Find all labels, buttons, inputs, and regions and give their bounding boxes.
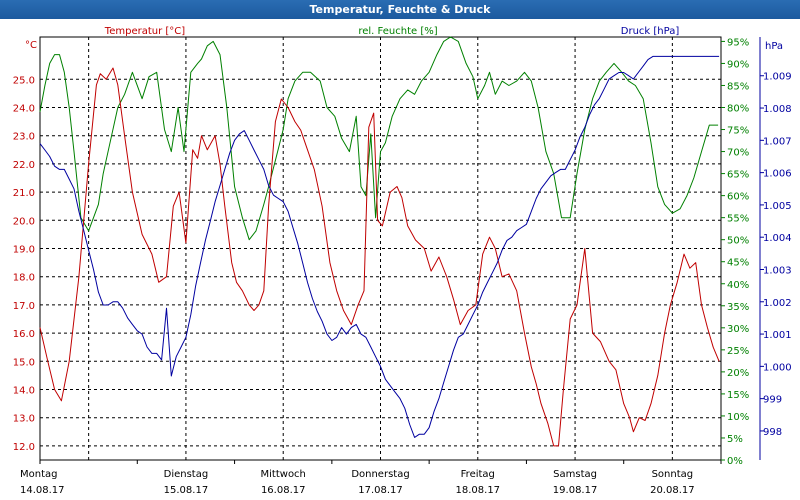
pressure-tick-label: 1.004 <box>763 233 792 244</box>
temperature-tick-label: 21.0 <box>13 188 35 199</box>
temperature-tick-label: 19.0 <box>13 245 35 256</box>
pressure-unit-label: hPa <box>765 41 783 52</box>
temperature-axis-label: Temperatur [°C] <box>104 26 185 37</box>
humidity-tick-label: 25% <box>727 346 749 357</box>
x-tick-day-label: Montag <box>20 469 57 480</box>
pressure-axis-label: Druck [hPa] <box>621 26 680 37</box>
x-tick-date-label: 17.08.17 <box>358 485 403 496</box>
x-tick-date-label: 18.08.17 <box>456 485 501 496</box>
temperature-tick-label: 20.0 <box>13 216 35 227</box>
humidity-tick-label: 45% <box>727 258 749 269</box>
temperature-tick-label: 24.0 <box>13 104 35 115</box>
pressure-tick-label: 1.008 <box>763 104 792 115</box>
humidity-tick-label: 15% <box>727 390 749 401</box>
x-tick-day-label: Samstag <box>553 469 597 480</box>
temperature-unit-label: °C <box>25 40 37 51</box>
pressure-tick-label: 999 <box>763 395 782 406</box>
humidity-axis-label: rel. Feuchte [%] <box>358 26 437 37</box>
temperature-series-line <box>39 67 720 447</box>
humidity-tick-label: 90% <box>727 59 749 70</box>
temperature-tick-label: 14.0 <box>13 386 35 397</box>
pressure-tick-label: 1.002 <box>763 298 792 309</box>
temperature-tick-label: 22.0 <box>13 160 35 171</box>
temperature-tick-label: 17.0 <box>13 301 35 312</box>
x-tick-date-label: 16.08.17 <box>261 485 306 496</box>
humidity-tick-label: 75% <box>727 126 749 137</box>
humidity-tick-label: 0% <box>727 456 743 467</box>
humidity-tick-label: 70% <box>727 148 749 159</box>
x-tick-day-label: Dienstag <box>164 469 209 480</box>
pressure-tick-label: 1.009 <box>763 72 792 83</box>
x-tick-date-label: 19.08.17 <box>553 485 598 496</box>
humidity-tick-label: 85% <box>727 81 749 92</box>
x-tick-date-label: 14.08.17 <box>20 485 65 496</box>
pressure-tick-label: 1.000 <box>763 362 792 373</box>
humidity-tick-label: 55% <box>727 214 749 225</box>
humidity-tick-label: 60% <box>727 192 749 203</box>
temperature-tick-label: 25.0 <box>13 75 35 86</box>
temperature-tick-label: 13.0 <box>13 414 35 425</box>
temperature-tick-label: 15.0 <box>13 357 35 368</box>
x-tick-day-label: Donnerstag <box>351 469 409 480</box>
humidity-tick-label: 95% <box>727 37 749 48</box>
temperature-tick-label: 18.0 <box>13 273 35 284</box>
chart-title: Temperatur, Feuchte & Druck <box>0 0 800 19</box>
pressure-tick-label: 1.006 <box>763 169 792 180</box>
x-tick-day-label: Mittwoch <box>261 469 306 480</box>
humidity-tick-label: 50% <box>727 236 749 247</box>
humidity-tick-label: 10% <box>727 412 749 423</box>
pressure-series-line <box>39 55 720 438</box>
x-tick-date-label: 15.08.17 <box>164 485 209 496</box>
pressure-tick-label: 1.001 <box>763 330 792 341</box>
temperature-tick-label: 23.0 <box>13 132 35 143</box>
humidity-tick-label: 80% <box>727 104 749 115</box>
x-tick-date-label: 20.08.17 <box>650 485 695 496</box>
humidity-series-line <box>39 36 719 241</box>
temperature-tick-label: 16.0 <box>13 329 35 340</box>
x-tick-day-label: Sonntag <box>652 469 694 480</box>
pressure-tick-label: 1.005 <box>763 201 792 212</box>
x-tick-day-label: Freitag <box>461 469 495 480</box>
humidity-tick-label: 40% <box>727 280 749 291</box>
pressure-tick-label: 998 <box>763 427 782 438</box>
pressure-tick-label: 1.003 <box>763 265 792 276</box>
humidity-tick-label: 65% <box>727 170 749 181</box>
humidity-tick-label: 30% <box>727 324 749 335</box>
pressure-tick-label: 1.007 <box>763 136 792 147</box>
humidity-tick-label: 20% <box>727 368 749 379</box>
humidity-tick-label: 5% <box>727 434 743 445</box>
humidity-tick-label: 35% <box>727 302 749 313</box>
temperature-tick-label: 12.0 <box>13 442 35 453</box>
